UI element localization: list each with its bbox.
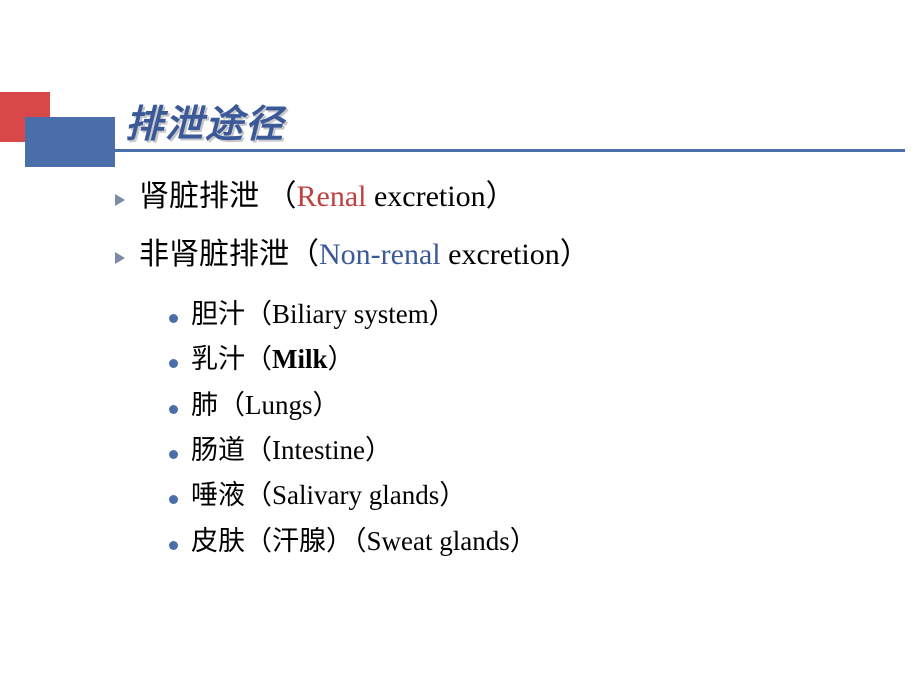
text-en-bold: Milk	[272, 344, 328, 374]
sub-list-item: 肠道（Intestine）	[169, 428, 875, 473]
sub-item-text: 胆汁（Biliary system）	[191, 292, 456, 337]
dot-bullet-icon	[169, 541, 178, 550]
text-zh: 乳汁（	[191, 344, 272, 374]
text-tail: ）	[510, 526, 537, 556]
text-zh: 胆汁（	[191, 299, 272, 329]
dot-bullet-icon	[169, 450, 178, 459]
text-en: excretion	[441, 238, 560, 271]
keyword-blue: Non-renal	[319, 238, 441, 271]
text-tail: ）	[429, 299, 456, 329]
text-tail: ）	[560, 238, 590, 271]
sub-item-text: 肠道（Intestine）	[191, 428, 392, 473]
sub-item-text: 唾液（Salivary glands）	[191, 473, 466, 518]
sub-item-text: 肺（Lungs）	[191, 383, 340, 428]
list-item-text: 肾脏排泄 （Renal excretion）	[139, 176, 516, 218]
list-item-text: 非肾脏排泄（Non-renal excretion）	[139, 234, 590, 276]
sub-list-item: 肺（Lungs）	[169, 383, 875, 428]
sub-list-item: 皮肤（汗腺）（Sweat glands）	[169, 519, 875, 564]
title-underline	[115, 149, 905, 152]
sub-list-item: 唾液（Salivary glands）	[169, 473, 875, 518]
text-tail: ）	[328, 344, 355, 374]
title-decoration	[0, 92, 115, 167]
text-zh: 唾液（	[191, 480, 272, 510]
text-en: excretion	[366, 180, 485, 213]
dot-bullet-icon	[169, 405, 178, 414]
text-zh: 皮肤（汗腺）（	[191, 526, 367, 556]
text-tail: ）	[486, 180, 516, 213]
sub-list: 胆汁（Biliary system） 乳汁（Milk） 肺（Lungs） 肠道（…	[169, 292, 875, 564]
text-en: Lungs	[245, 390, 313, 420]
text-en: Sweat glands	[367, 526, 510, 556]
slide-title: 排泄途径	[125, 93, 285, 148]
sub-list-item: 乳汁（Milk）	[169, 337, 875, 382]
arrow-bullet-icon	[115, 194, 125, 206]
dot-bullet-icon	[169, 495, 178, 504]
text-en: Salivary glands	[272, 480, 439, 510]
blue-rectangle	[25, 117, 115, 167]
keyword-red: Renal	[297, 180, 367, 213]
text-tail: ）	[439, 480, 466, 510]
text-tail: ）	[313, 390, 340, 420]
text-en: Intestine	[272, 435, 365, 465]
slide-content: 肾脏排泄 （Renal excretion） 非肾脏排泄（Non-renal e…	[115, 176, 875, 564]
sub-list-item: 胆汁（Biliary system）	[169, 292, 875, 337]
list-item: 非肾脏排泄（Non-renal excretion）	[115, 234, 875, 276]
text-tail: ）	[365, 435, 392, 465]
text-zh: 肾脏排泄 （	[139, 180, 297, 213]
text-zh: 肺（	[191, 390, 245, 420]
dot-bullet-icon	[169, 314, 178, 323]
dot-bullet-icon	[169, 359, 178, 368]
arrow-bullet-icon	[115, 252, 125, 264]
list-item: 肾脏排泄 （Renal excretion）	[115, 176, 875, 218]
sub-item-text: 皮肤（汗腺）（Sweat glands）	[191, 519, 537, 564]
sub-item-text: 乳汁（Milk）	[191, 337, 355, 382]
text-zh: 肠道（	[191, 435, 272, 465]
text-en: Biliary system	[272, 299, 429, 329]
text-zh: 非肾脏排泄（	[139, 238, 319, 271]
